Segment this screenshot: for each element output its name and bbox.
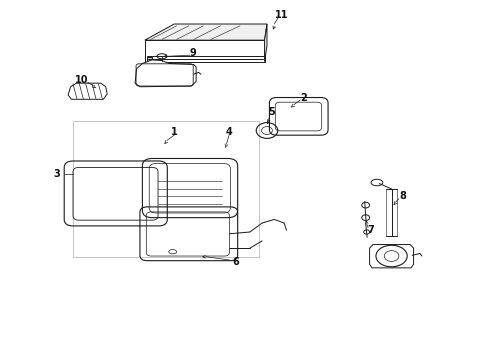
Text: 9: 9 — [189, 48, 196, 58]
Text: 8: 8 — [399, 191, 406, 201]
Bar — [73, 121, 259, 257]
Polygon shape — [145, 40, 265, 62]
Polygon shape — [147, 57, 152, 61]
Polygon shape — [265, 24, 267, 62]
Text: 4: 4 — [226, 127, 233, 136]
Text: 10: 10 — [74, 75, 88, 85]
Polygon shape — [68, 83, 107, 99]
Text: 3: 3 — [53, 168, 60, 179]
Polygon shape — [369, 244, 414, 268]
Text: 11: 11 — [275, 10, 289, 20]
Text: 5: 5 — [269, 107, 275, 117]
Text: 7: 7 — [368, 225, 374, 235]
Polygon shape — [145, 24, 267, 40]
Text: 6: 6 — [233, 257, 240, 267]
Text: 1: 1 — [171, 127, 177, 137]
Text: 2: 2 — [300, 93, 307, 103]
Polygon shape — [135, 60, 196, 87]
